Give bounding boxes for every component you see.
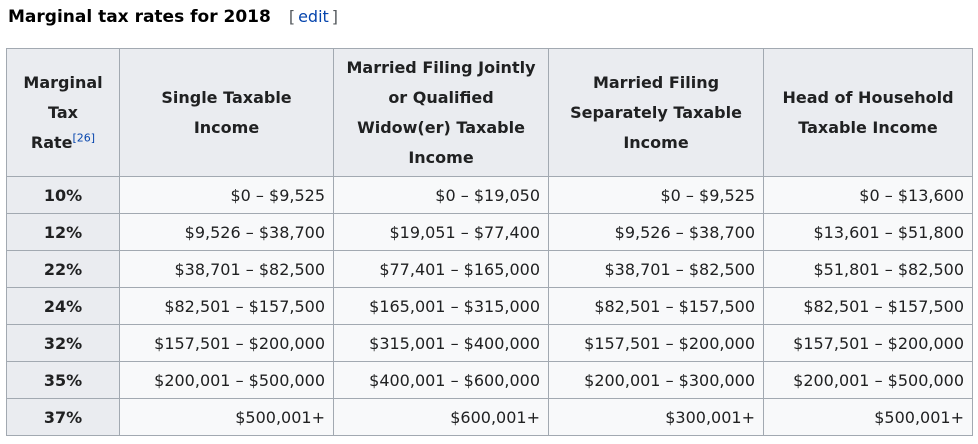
reference-sup: [26] [73, 131, 96, 144]
header-married-separate: Married Filing Separately Taxable Income [548, 48, 764, 177]
header-rate-line2: Tax [48, 102, 78, 122]
head-household-cell: $51,801 – $82,500 [763, 250, 973, 288]
married-joint-cell: $315,001 – $400,000 [333, 324, 549, 362]
header-row: Marginal Tax Rate[26] Single Taxable Inc… [6, 48, 973, 177]
married-separate-cell: $200,001 – $300,000 [548, 361, 764, 399]
married-separate-cell: $82,501 – $157,500 [548, 287, 764, 325]
header-rate-line1: Marginal [23, 72, 103, 92]
married-joint-cell: $600,001+ [333, 398, 549, 436]
edit-link[interactable]: edit [298, 7, 329, 26]
header-rate-line3: Rate [30, 132, 73, 152]
head-household-cell: $200,001 – $500,000 [763, 361, 973, 399]
single-cell: $0 – $9,525 [119, 176, 334, 214]
married-joint-cell: $165,001 – $315,000 [333, 287, 549, 325]
table-row: 12% $9,526 – $38,700 $19,051 – $77,400 $… [6, 213, 973, 251]
header-married-joint: Married Filing Jointly or Qualified Wido… [333, 48, 549, 177]
header-rate: Marginal Tax Rate[26] [6, 48, 120, 177]
single-cell: $200,001 – $500,000 [119, 361, 334, 399]
reference-link[interactable]: [26] [72, 131, 96, 145]
married-separate-cell: $0 – $9,525 [548, 176, 764, 214]
table-row: 35% $200,001 – $500,000 $400,001 – $600,… [6, 361, 973, 399]
married-separate-cell: $9,526 – $38,700 [548, 213, 764, 251]
single-cell: $9,526 – $38,700 [119, 213, 334, 251]
table-row: 32% $157,501 – $200,000 $315,001 – $400,… [6, 324, 973, 362]
married-joint-cell: $0 – $19,050 [333, 176, 549, 214]
edit-section: [edit] [289, 2, 338, 32]
rate-cell: 32% [6, 324, 120, 362]
head-household-cell: $157,501 – $200,000 [763, 324, 973, 362]
married-joint-cell: $400,001 – $600,000 [333, 361, 549, 399]
table-row: 10% $0 – $9,525 $0 – $19,050 $0 – $9,525… [6, 176, 973, 214]
single-cell: $82,501 – $157,500 [119, 287, 334, 325]
rate-cell: 22% [6, 250, 120, 288]
table-row: 22% $38,701 – $82,500 $77,401 – $165,000… [6, 250, 973, 288]
single-cell: $157,501 – $200,000 [119, 324, 334, 362]
rate-cell: 24% [6, 287, 120, 325]
head-household-cell: $0 – $13,600 [763, 176, 973, 214]
married-separate-cell: $38,701 – $82,500 [548, 250, 764, 288]
rate-cell: 12% [6, 213, 120, 251]
rate-cell: 35% [6, 361, 120, 399]
married-joint-cell: $19,051 – $77,400 [333, 213, 549, 251]
tax-rates-table: Marginal Tax Rate[26] Single Taxable Inc… [6, 48, 973, 436]
married-separate-cell: $300,001+ [548, 398, 764, 436]
edit-bracket-close: ] [331, 7, 339, 26]
section-heading: Marginal tax rates for 2018 [edit] [8, 2, 338, 32]
rate-cell: 10% [6, 176, 120, 214]
section-title: Marginal tax rates for 2018 [8, 7, 271, 27]
edit-bracket-open: [ [288, 7, 296, 26]
rate-cell: 37% [6, 398, 120, 436]
single-cell: $500,001+ [119, 398, 334, 436]
header-head-household: Head of Household Taxable Income [763, 48, 973, 177]
married-joint-cell: $77,401 – $165,000 [333, 250, 549, 288]
head-household-cell: $500,001+ [763, 398, 973, 436]
table-row: 24% $82,501 – $157,500 $165,001 – $315,0… [6, 287, 973, 325]
head-household-cell: $13,601 – $51,800 [763, 213, 973, 251]
table-row: 37% $500,001+ $600,001+ $300,001+ $500,0… [6, 398, 973, 436]
married-separate-cell: $157,501 – $200,000 [548, 324, 764, 362]
single-cell: $38,701 – $82,500 [119, 250, 334, 288]
header-single: Single Taxable Income [119, 48, 334, 177]
head-household-cell: $82,501 – $157,500 [763, 287, 973, 325]
